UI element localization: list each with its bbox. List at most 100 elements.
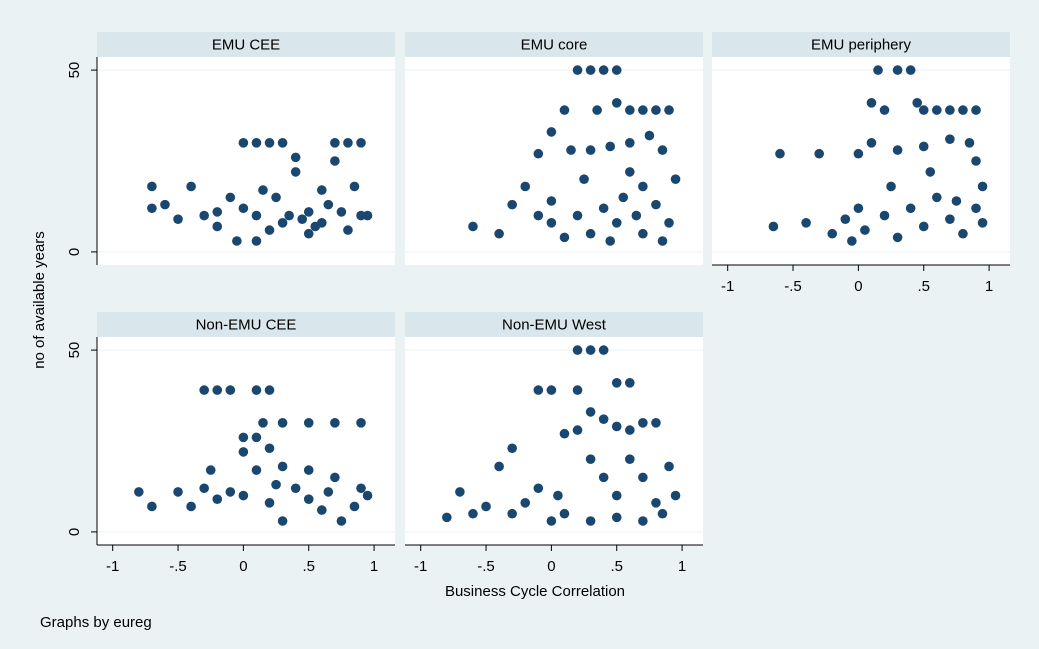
point xyxy=(651,199,661,210)
point xyxy=(958,105,968,115)
point xyxy=(134,487,144,497)
point xyxy=(199,210,209,221)
point xyxy=(323,199,334,210)
x-tick-label: .5 xyxy=(917,278,930,295)
panel-header xyxy=(97,32,395,57)
point xyxy=(853,148,864,159)
point xyxy=(598,414,609,424)
point xyxy=(585,454,596,464)
point xyxy=(468,508,478,519)
point xyxy=(303,465,314,475)
point xyxy=(945,105,955,115)
point xyxy=(853,203,864,214)
point xyxy=(251,385,262,395)
point xyxy=(585,407,596,417)
point xyxy=(199,385,209,395)
point xyxy=(173,487,183,497)
point xyxy=(670,490,681,501)
point xyxy=(520,498,531,508)
point xyxy=(775,148,785,159)
point xyxy=(611,490,622,501)
panel-title: EMU CEE xyxy=(212,36,280,53)
point xyxy=(651,105,661,115)
point xyxy=(651,418,661,428)
point xyxy=(585,145,596,155)
point xyxy=(297,214,308,224)
point xyxy=(572,425,583,435)
point xyxy=(225,192,236,203)
point xyxy=(251,432,262,443)
point xyxy=(362,490,373,501)
point xyxy=(572,65,583,75)
point xyxy=(977,181,988,192)
point xyxy=(303,494,314,504)
x-tick-label: -.5 xyxy=(477,558,495,575)
point xyxy=(330,138,340,148)
point xyxy=(932,192,942,203)
point xyxy=(585,516,596,526)
point xyxy=(147,501,157,512)
point xyxy=(638,105,648,115)
x-tick-label: .5 xyxy=(302,558,315,575)
point xyxy=(892,65,903,75)
point xyxy=(670,174,681,184)
point xyxy=(638,181,648,192)
point xyxy=(553,490,563,501)
point xyxy=(349,181,360,192)
point xyxy=(533,210,544,221)
point xyxy=(651,498,661,508)
point xyxy=(546,516,557,526)
point xyxy=(317,185,327,195)
point xyxy=(317,505,327,515)
point xyxy=(290,152,301,163)
point xyxy=(251,465,262,475)
point xyxy=(971,156,981,166)
point xyxy=(520,181,531,192)
panel-title: EMU periphery xyxy=(811,36,912,53)
point xyxy=(481,501,491,512)
y-tick-label: 50 xyxy=(66,62,83,79)
point xyxy=(264,443,275,454)
point xyxy=(277,138,288,148)
point xyxy=(801,218,811,228)
point xyxy=(664,461,674,472)
x-tick-label: -.5 xyxy=(784,278,802,295)
point xyxy=(349,501,360,512)
x-tick-label: 0 xyxy=(239,558,247,575)
point xyxy=(611,512,622,523)
point xyxy=(212,385,223,395)
point xyxy=(271,192,281,203)
point xyxy=(225,385,236,395)
point xyxy=(336,516,347,526)
point xyxy=(611,421,622,432)
x-tick-label: .5 xyxy=(610,558,623,575)
point xyxy=(238,138,249,148)
point xyxy=(572,385,583,395)
point xyxy=(905,65,916,75)
point xyxy=(664,105,674,115)
point xyxy=(566,145,576,155)
point xyxy=(232,236,242,246)
x-tick-label: 1 xyxy=(985,278,993,295)
point xyxy=(625,105,635,115)
point xyxy=(886,181,896,192)
panel-title: EMU core xyxy=(521,36,588,53)
point xyxy=(559,232,570,243)
point xyxy=(264,385,275,395)
point xyxy=(277,218,288,228)
point xyxy=(592,105,602,115)
point xyxy=(160,199,170,210)
point xyxy=(559,105,570,115)
point xyxy=(664,218,674,228)
point xyxy=(546,385,557,395)
point xyxy=(638,228,648,239)
point xyxy=(905,203,916,214)
point xyxy=(618,192,629,203)
point xyxy=(625,425,635,435)
point xyxy=(847,236,857,246)
point xyxy=(303,228,314,239)
point xyxy=(611,378,622,388)
point xyxy=(147,203,157,214)
point xyxy=(264,498,275,508)
